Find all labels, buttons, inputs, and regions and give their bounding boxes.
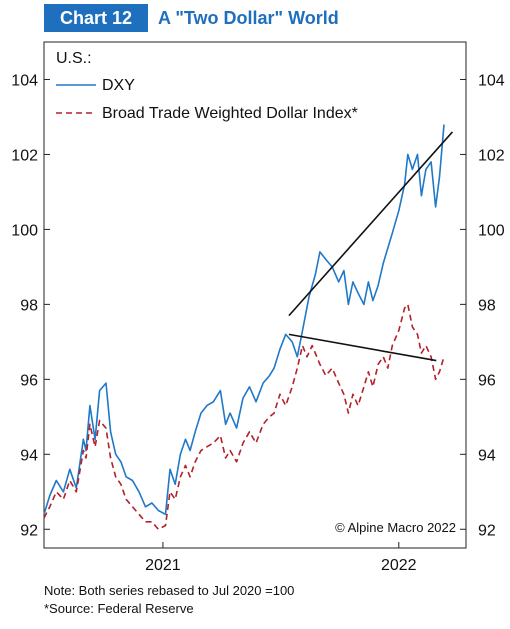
footnote-source: *Source: Federal Reserve bbox=[44, 601, 194, 616]
trend-line-broad bbox=[288, 333, 437, 362]
y-tick-label-right: 102 bbox=[478, 147, 505, 164]
y-tick-label-right: 94 bbox=[478, 447, 496, 464]
legend-label-broad: Broad Trade Weighted Dollar Index* bbox=[102, 105, 358, 122]
chart-title: A "Two Dollar" World bbox=[158, 8, 339, 28]
series-line-broad-trade-weighted bbox=[43, 303, 445, 531]
y-tick-label-right: 100 bbox=[478, 222, 505, 239]
region-label: U.S.: bbox=[56, 50, 92, 67]
y-tick-label-left: 96 bbox=[20, 372, 38, 389]
y-tick-label-right: 96 bbox=[478, 372, 496, 389]
y-tick-label-left: 104 bbox=[11, 72, 38, 89]
y-tick-label-right: 98 bbox=[478, 297, 496, 314]
legend-label-dxy: DXY bbox=[102, 77, 135, 94]
y-tick-label-left: 100 bbox=[11, 222, 38, 239]
y-tick-label-left: 94 bbox=[20, 447, 38, 464]
copyright-label: © Alpine Macro 2022 bbox=[335, 520, 456, 535]
x-tick-label: 2022 bbox=[381, 557, 417, 574]
y-tick-label-left: 92 bbox=[20, 522, 38, 539]
y-tick-label-right: 104 bbox=[478, 72, 505, 89]
y-tick-label-left: 102 bbox=[11, 147, 38, 164]
trend-line-dxy bbox=[288, 131, 454, 317]
y-tick-label-right: 92 bbox=[478, 522, 496, 539]
chart-number-badge: Chart 12 bbox=[44, 4, 148, 32]
x-tick-label: 2021 bbox=[145, 557, 181, 574]
plot-frame bbox=[43, 41, 467, 549]
chart-header: Chart 12 A "Two Dollar" World bbox=[0, 2, 510, 32]
series-line-dxy bbox=[43, 124, 445, 516]
footnote-rebase: Note: Both series rebased to Jul 2020 =1… bbox=[44, 583, 295, 598]
y-tick-label-left: 98 bbox=[20, 297, 38, 314]
